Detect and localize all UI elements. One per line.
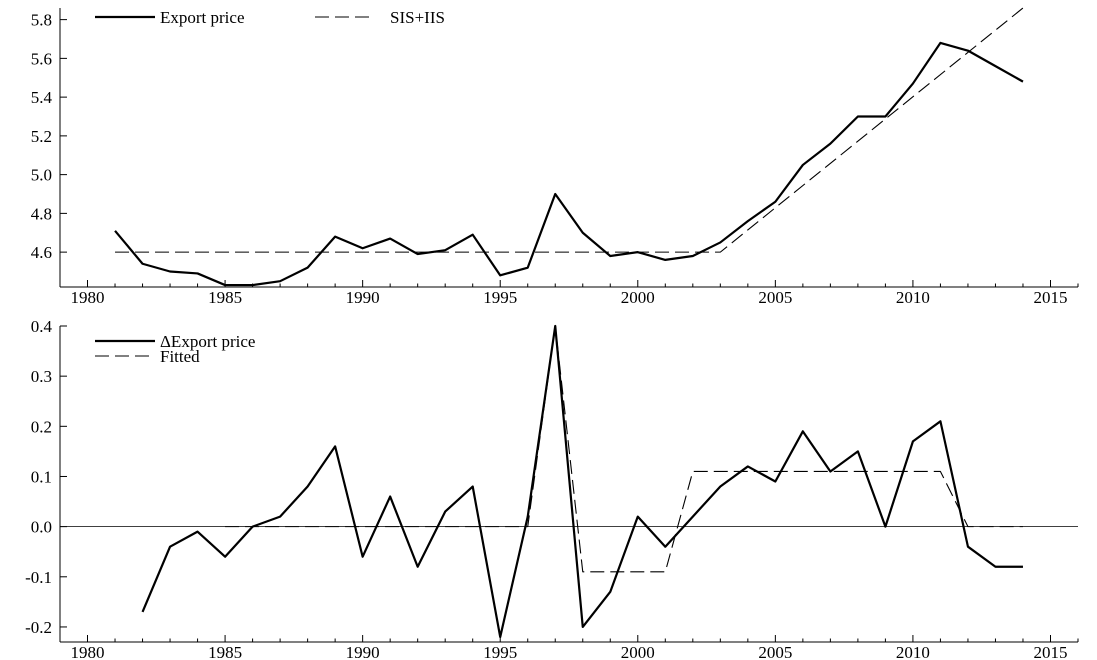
- top-chart-x-tick-label: 2005: [758, 288, 792, 307]
- bottom-chart-y-tick-label: 0.2: [31, 417, 52, 436]
- top-chart-y-tick-label: 5.8: [31, 11, 52, 30]
- bottom-chart-series-solid: [141, 324, 1023, 639]
- bottom-chart-x-tick-label: 2010: [896, 643, 930, 660]
- bottom-chart-y-tick-label: 0.0: [31, 518, 52, 537]
- top-chart-y-tick-label: 4.8: [31, 204, 52, 223]
- bottom-chart-x-tick-label: 1995: [483, 643, 517, 660]
- bottom-chart-x-tick-label: 1980: [71, 643, 105, 660]
- top-chart-x-tick-label: 2015: [1033, 288, 1067, 307]
- legend-label: SIS+IIS: [390, 8, 445, 27]
- top-chart-y-tick-label: 5.4: [31, 88, 53, 107]
- bottom-chart-series-dashed: [225, 325, 1023, 573]
- legend-label: ΔExport price: [160, 332, 255, 351]
- bottom-chart-y-tick-label: -0.1: [25, 568, 52, 587]
- bottom-chart-y-tick-label: 0.3: [31, 367, 52, 386]
- bottom-chart-x-tick-label: 2005: [758, 643, 792, 660]
- top-chart-y-tick-label: 4.6: [31, 243, 52, 262]
- bottom-chart-x-tick-label: 2015: [1033, 643, 1067, 660]
- top-chart-x-tick-label: 1980: [71, 288, 105, 307]
- top-chart-x-tick-label: 1990: [346, 288, 380, 307]
- bottom-chart-y-tick-label: 0.4: [31, 317, 53, 336]
- bottom-chart: -0.2 -0.1 0.0 0.1 0.2 0.3 0.4 1980 1985 1990 1995 2…: [25, 317, 1079, 660]
- top-chart-series-solid: [114, 41, 1024, 287]
- top-chart-x-tick-label: 1995: [483, 288, 517, 307]
- top-chart-y-tick-label: 5.6: [31, 49, 52, 68]
- bottom-chart-x-tick-label: 1985: [208, 643, 242, 660]
- top-chart-legend: Export price SIS+IIS: [95, 8, 445, 27]
- top-chart-series-dashed: [115, 7, 1024, 253]
- legend-label: Fitted: [160, 347, 200, 366]
- bottom-chart-x-tick-label: 1990: [346, 643, 380, 660]
- top-chart-x-tick-label: 1985: [208, 288, 242, 307]
- legend-label: Export price: [160, 8, 245, 27]
- bottom-chart-y-tick-label: 0.1: [31, 467, 52, 486]
- top-chart-y-tick-label: 5.2: [31, 127, 52, 146]
- top-chart-x-tick-label: 2000: [621, 288, 655, 307]
- top-chart-y-tick-label: 5.0: [31, 166, 52, 185]
- top-chart: 4.6 4.8 5.0 5.2 5.4 5.6 5.8 1980 1985 1990 1995 200…: [31, 7, 1079, 307]
- top-chart-x-tick-label: 2010: [896, 288, 930, 307]
- bottom-chart-y-tick-label: -0.2: [25, 618, 52, 637]
- bottom-chart-x-tick-label: 2000: [621, 643, 655, 660]
